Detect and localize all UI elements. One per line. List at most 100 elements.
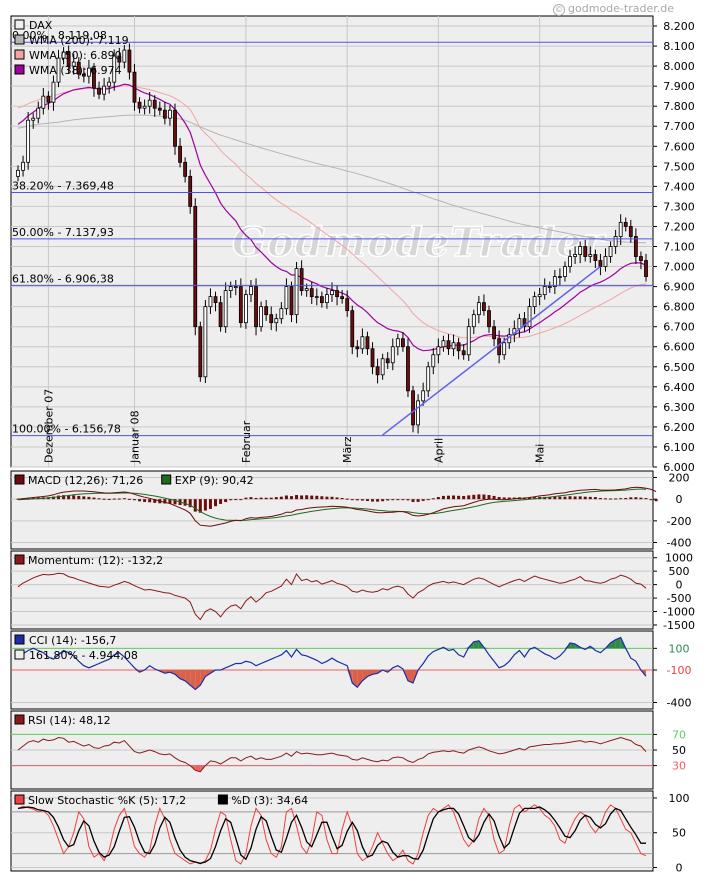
cci-oversold-fill bbox=[352, 670, 358, 688]
price-y-tick-label: 6.500 bbox=[663, 361, 695, 374]
macd-histogram-bar bbox=[234, 499, 238, 501]
candle-body bbox=[476, 302, 481, 316]
macd-histogram-bar bbox=[401, 499, 405, 501]
macd-histogram-bar bbox=[122, 498, 126, 500]
macd-histogram-bar bbox=[512, 497, 516, 500]
macd-histogram-bar bbox=[386, 499, 390, 501]
macd-histogram-bar bbox=[82, 496, 86, 500]
macd-histogram-bar bbox=[467, 495, 471, 500]
legend-label: WMA (38): 6.974 bbox=[29, 64, 122, 77]
candle-body bbox=[173, 109, 177, 147]
macd-histogram-bar bbox=[249, 497, 253, 500]
candle-body bbox=[340, 296, 345, 300]
candle-body bbox=[254, 286, 258, 328]
legend-swatch bbox=[14, 474, 25, 485]
candle-body bbox=[26, 119, 31, 163]
macd-histogram-bar bbox=[198, 499, 202, 513]
legend-swatch bbox=[217, 794, 228, 805]
macd-histogram-bar bbox=[62, 495, 66, 500]
macd-histogram-bar bbox=[573, 496, 577, 500]
candle-body bbox=[284, 286, 289, 310]
legend-swatch bbox=[14, 649, 25, 660]
candle-body bbox=[218, 302, 223, 328]
macd-histogram-bar bbox=[457, 495, 461, 500]
candle-body bbox=[456, 342, 461, 352]
momentum-y-tick-label: -500 bbox=[667, 592, 692, 605]
cci-y-tick-label: -400 bbox=[667, 697, 692, 710]
legend-label: Momentum: (12): -132,2 bbox=[28, 554, 163, 567]
candle-body bbox=[598, 260, 603, 267]
macd-y-tick-label: -200 bbox=[667, 515, 692, 528]
candle-body bbox=[147, 99, 152, 107]
cci-overbought-fill bbox=[615, 637, 621, 649]
cci-overbought-fill bbox=[473, 640, 479, 649]
legend-label: 161.80% - 4.944,08 bbox=[29, 649, 138, 662]
macd-histogram-bar bbox=[239, 499, 243, 501]
stochastic-y-tick-label: 0 bbox=[676, 862, 683, 875]
macd-histogram-bar bbox=[446, 495, 450, 500]
macd-histogram-bar bbox=[421, 499, 425, 501]
macd-histogram-bar bbox=[441, 495, 445, 500]
cci-oversold-fill bbox=[205, 670, 211, 677]
candle-body bbox=[330, 290, 334, 296]
month-label: Mai bbox=[534, 444, 547, 463]
macd-histogram-bar bbox=[391, 499, 395, 501]
candle-body bbox=[345, 298, 350, 312]
price-y-tick-label: 7.800 bbox=[663, 100, 695, 113]
candle-body bbox=[461, 350, 466, 356]
macd-histogram-bar bbox=[193, 499, 197, 512]
price-y-tick-label: 6.000 bbox=[663, 461, 695, 474]
macd-histogram-bar bbox=[345, 498, 349, 500]
candle-body bbox=[390, 346, 395, 364]
price-y-tick-label: 7.200 bbox=[663, 220, 695, 233]
cci-overbought-fill bbox=[610, 639, 616, 649]
price-y-tick-label: 7.000 bbox=[663, 261, 695, 274]
cci-oversold-fill bbox=[200, 670, 206, 686]
candle-body bbox=[259, 306, 263, 328]
candle-body bbox=[623, 222, 628, 227]
candle-body bbox=[421, 390, 426, 402]
macd-histogram-bar bbox=[578, 496, 582, 500]
candle-body bbox=[16, 169, 20, 177]
macd-histogram-bar bbox=[325, 496, 329, 500]
cci-oversold-fill bbox=[195, 670, 201, 690]
candle-body bbox=[482, 302, 486, 312]
macd-histogram-bar bbox=[634, 497, 638, 500]
candle-body bbox=[71, 61, 76, 67]
macd-histogram-bar bbox=[482, 494, 486, 500]
macd-histogram-bar bbox=[148, 499, 152, 503]
candle-body bbox=[375, 366, 380, 376]
candle-body bbox=[537, 294, 542, 298]
macd-histogram-bar bbox=[350, 499, 354, 501]
candle-body bbox=[466, 326, 471, 356]
macd-histogram-bar bbox=[87, 496, 91, 500]
candle-body bbox=[188, 175, 193, 207]
macd-histogram-bar bbox=[340, 497, 344, 500]
macd-histogram-bar bbox=[588, 496, 592, 500]
macd-histogram-bar bbox=[553, 496, 557, 500]
macd-histogram-bar bbox=[300, 495, 304, 500]
candle-body bbox=[517, 318, 522, 330]
macd-histogram-bar bbox=[274, 497, 278, 500]
rsi-y-tick-label: 50 bbox=[672, 744, 686, 757]
macd-panel bbox=[10, 470, 654, 550]
price-y-tick-label: 6.400 bbox=[663, 381, 695, 394]
candle-body bbox=[603, 256, 608, 267]
candle-body bbox=[294, 268, 299, 316]
macd-histogram-bar bbox=[624, 497, 628, 500]
macd-histogram-bar bbox=[452, 495, 456, 500]
candle-body bbox=[552, 276, 557, 288]
macd-histogram-bar bbox=[487, 495, 491, 500]
macd-histogram-bar bbox=[533, 497, 537, 500]
watermark: GodmodeTrader bbox=[232, 219, 606, 266]
candle-body bbox=[563, 266, 567, 277]
candle-body bbox=[568, 256, 572, 267]
stochastic-panel bbox=[10, 790, 654, 872]
candle-body bbox=[87, 67, 91, 77]
candle-body bbox=[522, 318, 527, 328]
macd-histogram-bar bbox=[568, 496, 572, 500]
candle-body bbox=[618, 222, 623, 237]
macd-histogram-bar bbox=[360, 499, 364, 501]
